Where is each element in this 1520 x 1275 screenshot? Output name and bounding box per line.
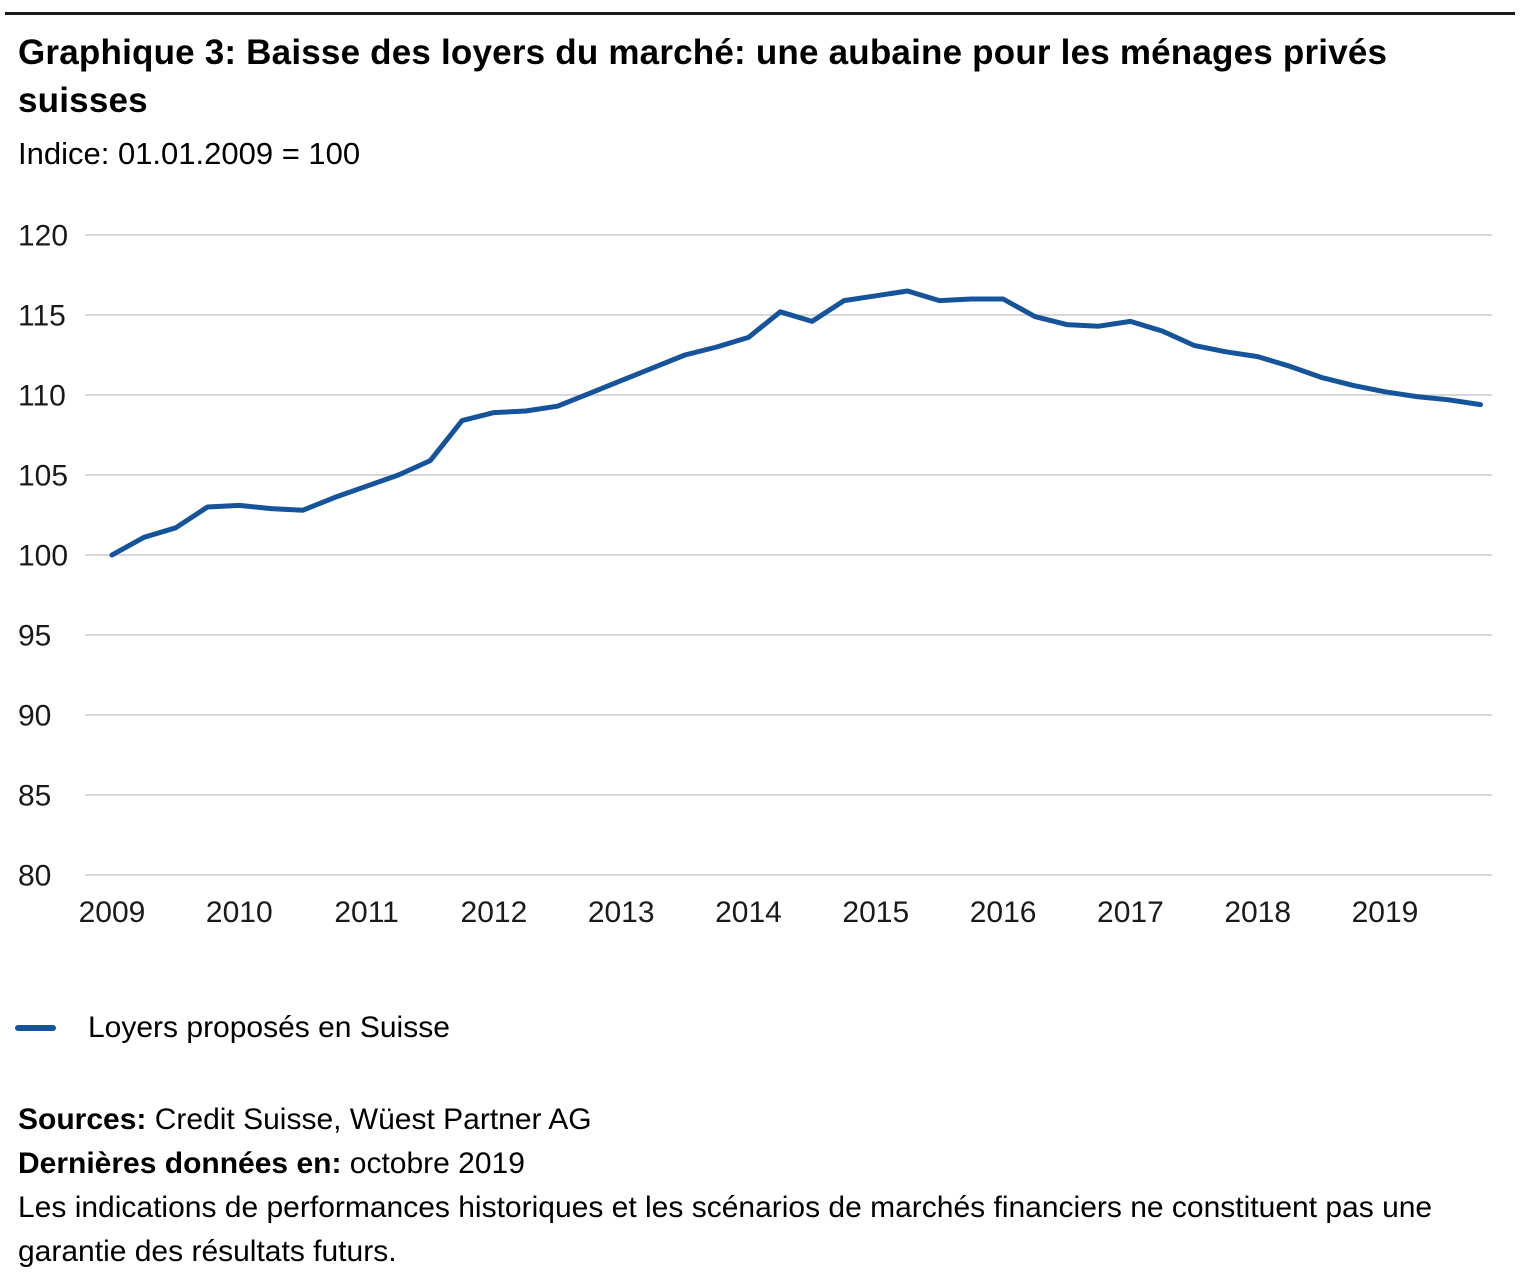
last-data-label: Dernières données en:	[18, 1146, 342, 1180]
y-tick-label: 85	[18, 779, 51, 812]
x-tick-label: 2010	[206, 896, 273, 929]
chart-title: Graphique 3: Baisse des loyers du marché…	[18, 33, 1388, 121]
y-tick-label: 120	[18, 219, 68, 252]
x-tick-label: 2019	[1352, 896, 1419, 929]
sources-line: Sources: Credit Suisse, Wüest Partner AG	[18, 1098, 1502, 1142]
x-tick-label: 2012	[461, 896, 528, 929]
x-tick-label: 2013	[588, 896, 655, 929]
x-tick-label: 2016	[970, 896, 1037, 929]
last-data-line: Dernières données en: octobre 2019	[18, 1142, 1502, 1186]
x-tick-label: 2011	[334, 896, 399, 929]
y-tick-label: 100	[18, 539, 68, 572]
top-rule	[5, 12, 1515, 15]
x-tick-label: 2014	[715, 896, 782, 929]
x-tick-label: 2015	[842, 896, 909, 929]
legend-line-swatch	[15, 1024, 56, 1031]
y-tick-label: 110	[18, 379, 66, 412]
x-tick-label: 2018	[1224, 896, 1291, 929]
sources-label: Sources:	[18, 1102, 147, 1136]
x-axis-labels: 2009 2010 2011 2012 2013 2014 2015 2016 2017 2018…	[79, 896, 1419, 929]
y-tick-label: 90	[18, 699, 51, 732]
sources-value: Credit Suisse, Wüest Partner AG	[154, 1102, 592, 1136]
disclaimer-line: Les indications de performances historiq…	[18, 1190, 1433, 1268]
data-line	[109, 288, 1483, 558]
x-tick-label: 2009	[79, 896, 146, 929]
y-tick-label: 80	[18, 859, 51, 892]
x-tick-label: 2017	[1097, 896, 1164, 929]
y-tick-label: 115	[18, 299, 66, 332]
y-tick-label: 105	[18, 459, 68, 492]
last-data-value: octobre 2019	[349, 1146, 525, 1180]
legend: Loyers proposés en Suisse	[15, 1010, 1520, 1046]
y-tick-label: 95	[18, 619, 51, 652]
y-axis-labels: 80 85 90 95 100 105 110 115 120	[18, 219, 68, 892]
chart-subtitle: Indice: 01.01.2009 = 100	[18, 135, 361, 171]
legend-label: Loyers proposés en Suisse	[88, 1010, 450, 1044]
footer: Sources: Credit Suisse, Wüest Partner AG…	[18, 1098, 1502, 1274]
y-gridlines	[85, 233, 1492, 876]
